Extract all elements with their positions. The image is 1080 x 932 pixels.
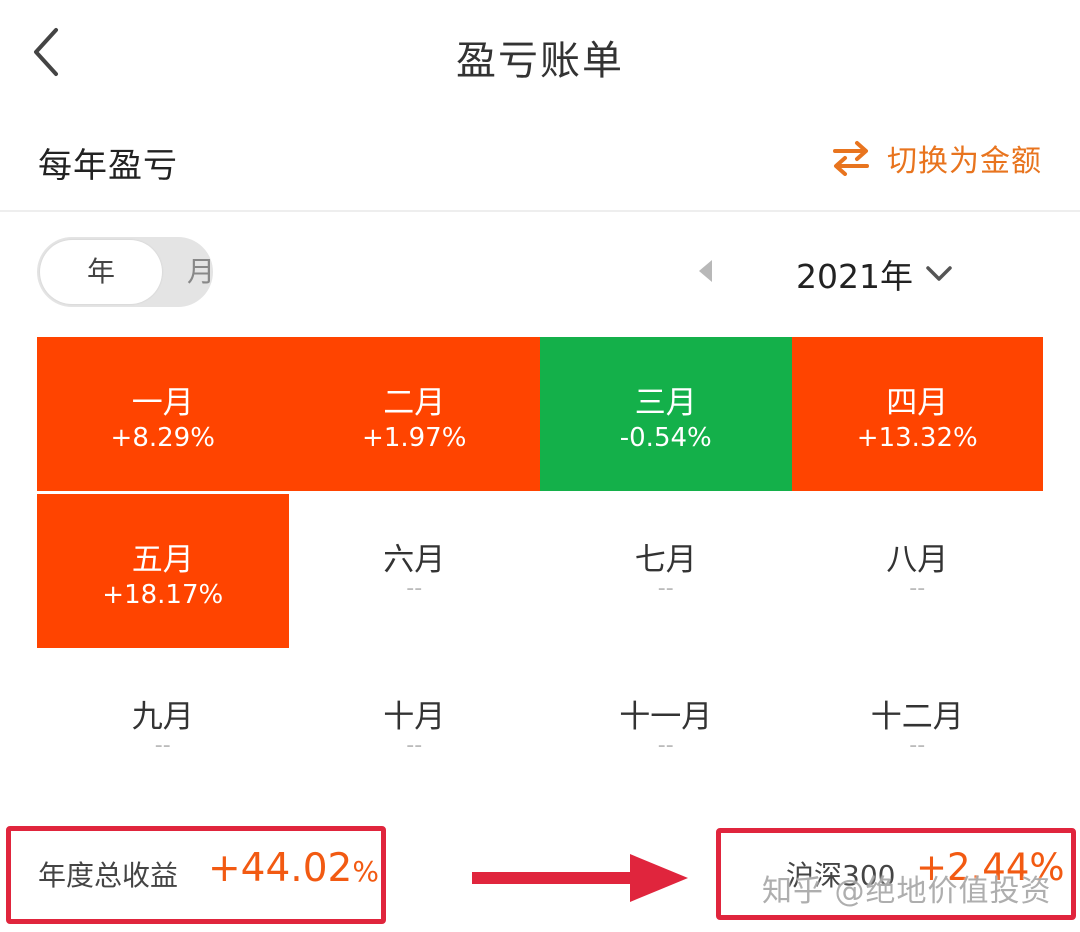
month-cell[interactable]: 一月 +8.29% [37,337,289,491]
chevron-left-icon [34,28,58,76]
month-name: 十月 [383,699,446,735]
month-value: -- [909,733,926,758]
month-value: -0.54% [619,423,712,453]
month-cell[interactable]: 四月 +13.32% [791,337,1043,491]
month-value: -- [406,733,423,758]
year-label: 2021年 [796,257,913,296]
month-cell[interactable]: 六月 -- [289,494,541,648]
annotation-box-left [6,826,386,924]
year-selector[interactable]: 2021年 [796,252,953,296]
month-value: +13.32% [856,423,978,453]
month-cell[interactable]: 十月 -- [289,651,541,805]
month-name: 七月 [634,542,697,578]
month-cell[interactable]: 三月 -0.54% [540,337,792,491]
month-value: -- [657,733,674,758]
month-name: 三月 [634,385,697,421]
annual-total-unit: % [352,855,379,888]
month-cell[interactable]: 八月 -- [792,494,1044,648]
month-name: 八月 [886,542,949,578]
month-cell[interactable]: 二月 +1.97% [288,337,540,491]
month-name: 四月 [886,385,949,421]
section-header: 每年盈亏 切换为金额 [0,120,1080,212]
month-name: 十一月 [619,699,713,735]
month-cell[interactable]: 五月 +18.17% [37,494,289,648]
month-name: 十二月 [870,699,964,735]
month-name: 五月 [131,542,194,578]
switch-to-amount-button[interactable]: 切换为金额 [831,138,1042,179]
month-name: 九月 [131,699,194,735]
chevron-down-icon [926,266,952,281]
month-value: -- [657,576,674,601]
annual-total-number: +44.02 [208,846,353,891]
annual-total-label: 年度总收益 [38,859,179,892]
period-toggle: 月 年 [37,237,215,307]
month-value: -- [909,576,926,601]
month-name: 一月 [131,385,194,421]
header: 盈亏账单 [0,0,1080,110]
month-cell[interactable]: 十二月 -- [792,651,1044,805]
annual-total-value: +44.02% [208,846,379,891]
toggle-month[interactable]: 月 [186,255,215,288]
month-value: +1.97% [362,423,467,453]
month-name: 二月 [383,385,446,421]
month-cell[interactable]: 九月 -- [37,651,289,805]
watermark: 知乎 @绝地价值投资 [762,874,1052,909]
month-name: 六月 [383,542,446,578]
benchmark-label: 沪深300 [786,859,896,892]
toggle-year[interactable]: 年 [40,240,162,304]
section-title: 每年盈亏 [38,146,178,186]
month-value: +8.29% [110,423,215,453]
annotation-arrow-icon [472,854,688,902]
swap-arrows-icon [833,141,869,176]
annotation-box-right [716,828,1076,920]
back-button[interactable] [22,24,72,80]
month-value: -- [406,576,423,601]
month-cell[interactable]: 十一月 -- [540,651,792,805]
prev-year-icon[interactable] [696,258,716,284]
benchmark-value: +2.44% [916,846,1065,889]
month-cell[interactable]: 七月 -- [540,494,792,648]
month-value: -- [154,733,171,758]
page-title: 盈亏账单 [456,38,624,84]
month-value: +18.17% [102,580,224,610]
switch-label: 切换为金额 [887,144,1042,179]
